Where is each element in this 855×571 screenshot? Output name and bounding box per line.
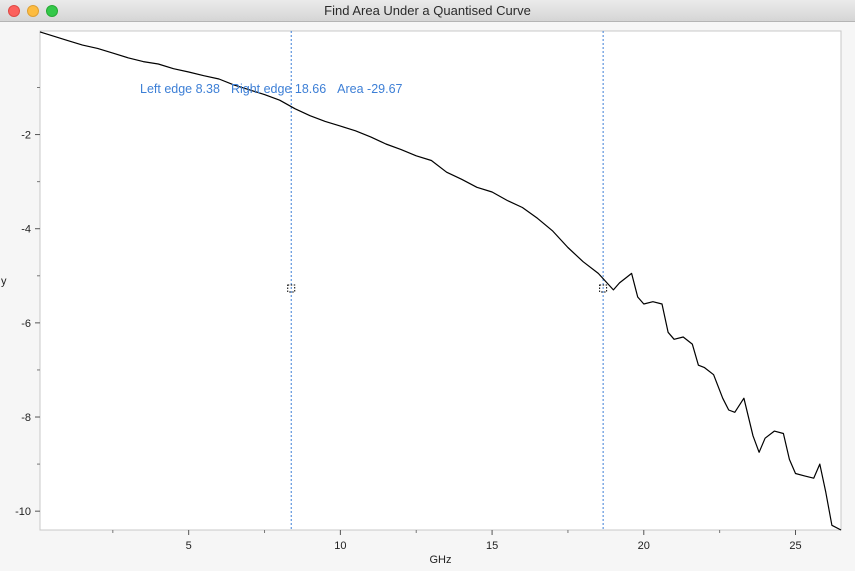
plot-canvas[interactable]: 5 10 15 20 25 -2 -4 -6 -8 -10 GHz y Left edge 8.3… [0, 22, 855, 571]
title-bar: Find Area Under a Quantised Curve [0, 0, 855, 22]
window-title: Find Area Under a Quantised Curve [324, 3, 531, 18]
minimize-window-button[interactable] [27, 5, 39, 17]
right-edge-drag-handle[interactable] [599, 284, 608, 293]
y-tick-label: -2 [21, 130, 31, 142]
y-tick-label: -10 [15, 506, 31, 518]
x-axis-label: GHz [430, 554, 452, 566]
close-window-button[interactable] [8, 5, 20, 17]
x-tick-label: 5 [186, 540, 192, 552]
right-edge-readout: Right edge 18.66 [231, 82, 326, 96]
x-tick-label: 15 [486, 540, 498, 552]
y-tick-label: -8 [21, 412, 31, 424]
plot-area[interactable] [39, 30, 842, 531]
x-tick-label: 25 [789, 540, 801, 552]
edge-readout: Left edge 8.38 Right edge 18.66 Area -29.6… [140, 82, 403, 96]
left-edge-readout: Left edge 8.38 [140, 82, 220, 96]
data-curve [39, 31, 842, 531]
x-tick-label: 20 [638, 540, 650, 552]
left-edge-drag-handle[interactable] [287, 284, 296, 293]
axis-ticks [35, 86, 796, 535]
y-tick-label: -4 [21, 224, 31, 236]
zoom-window-button[interactable] [46, 5, 58, 17]
area-readout: Area -29.67 [337, 82, 402, 96]
y-tick-label: -6 [21, 318, 31, 330]
axis-tick-labels: 5 10 15 20 25 -2 -4 -6 -8 -10 [15, 130, 802, 552]
y-axis-label: y [1, 276, 7, 288]
x-tick-label: 10 [334, 540, 346, 552]
